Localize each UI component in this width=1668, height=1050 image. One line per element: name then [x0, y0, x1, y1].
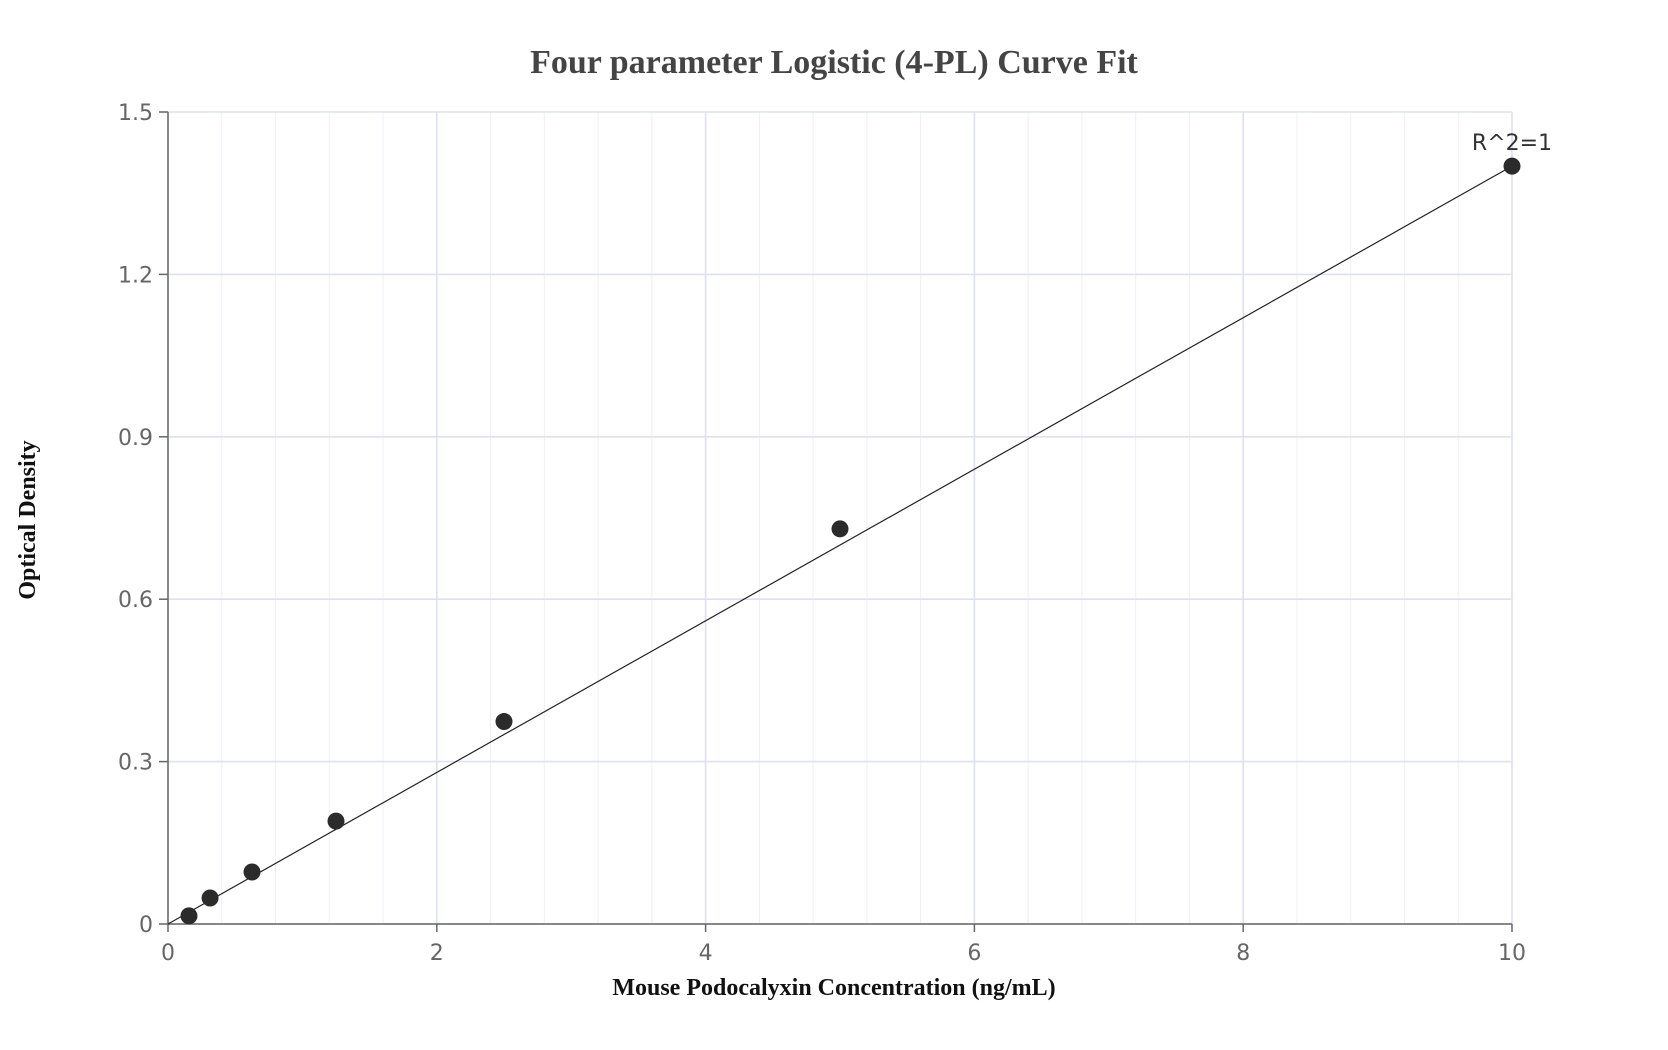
fit-curve-line [167, 165, 1513, 925]
x-tick-label: 4 [699, 941, 713, 966]
y-tick-label: 0.6 [118, 588, 153, 613]
data-point [201, 889, 219, 907]
data-point [327, 812, 345, 830]
data-point [831, 520, 849, 538]
tick-labels: 0 2 4 6 8 10 0 0.3 0.6 0.9 1.2 1.5 [118, 101, 1526, 966]
data-point [495, 713, 513, 731]
chart-title: Four parameter Logistic (4-PL) Curve Fit [530, 44, 1138, 81]
axes [159, 111, 1513, 932]
x-tick-label: 2 [430, 941, 444, 966]
y-tick-label: 0 [139, 913, 153, 938]
x-tick-label: 8 [1236, 941, 1250, 966]
r-squared-annotation: R^2=1 [1472, 131, 1552, 156]
data-points [180, 157, 1521, 925]
y-tick-label: 1.5 [118, 101, 153, 126]
minor-grid [167, 112, 1513, 924]
major-grid [167, 111, 1513, 925]
fit-curve-group [167, 165, 1513, 925]
x-axis-label: Mouse Podocalyxin Concentration (ng/mL) [612, 975, 1055, 1001]
y-tick-label: 0.9 [118, 426, 153, 451]
y-tick-label: 0.3 [118, 751, 153, 776]
y-tick-label: 1.2 [118, 263, 153, 288]
data-point [1503, 157, 1521, 175]
y-axis-label: Optical Density [15, 440, 41, 599]
data-point [243, 863, 261, 881]
data-point [180, 907, 198, 925]
x-tick-label: 10 [1498, 941, 1526, 966]
x-tick-label: 0 [161, 941, 175, 966]
x-tick-label: 6 [967, 941, 981, 966]
